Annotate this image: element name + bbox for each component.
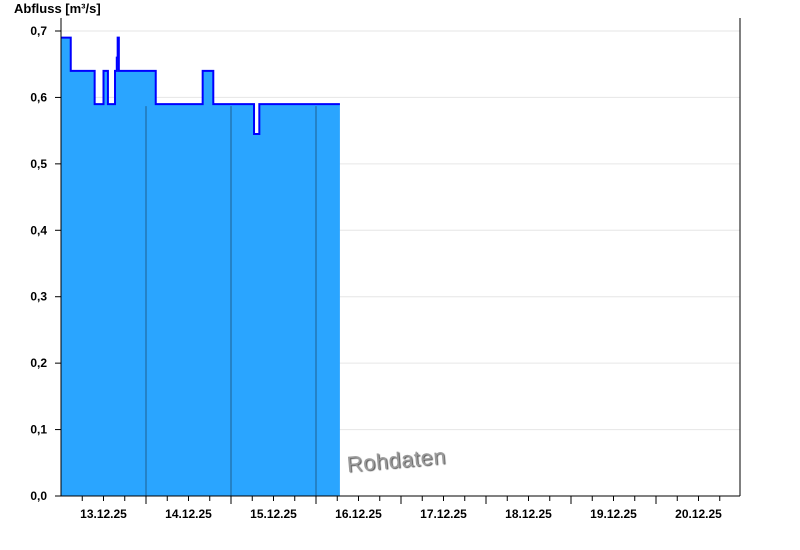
x-tick-label: 19.12.25 — [590, 507, 637, 521]
x-tick-label: 14.12.25 — [165, 507, 212, 521]
y-tick-label: 0,7 — [30, 24, 47, 38]
y-tick-label: 0,1 — [30, 423, 47, 437]
x-tick-label: 15.12.25 — [250, 507, 297, 521]
y-tick-label: 0,4 — [30, 223, 47, 237]
y-axis-label: Abfluss [m³/s] — [14, 1, 101, 16]
y-tick-label: 0,3 — [30, 290, 47, 304]
discharge-line — [61, 36, 340, 135]
x-tick-label: 17.12.25 — [420, 507, 467, 521]
x-tick-label: 18.12.25 — [505, 507, 552, 521]
x-tick-label: 13.12.25 — [80, 507, 127, 521]
y-tick-label: 0,6 — [30, 90, 47, 104]
x-tick-label: 16.12.25 — [335, 507, 382, 521]
y-tick-label: 0,2 — [30, 356, 47, 370]
x-tick-label: 20.12.25 — [675, 507, 722, 521]
y-tick-label: 0,5 — [30, 157, 47, 171]
y-tick-label: 0,0 — [30, 489, 47, 503]
discharge-area — [61, 37, 340, 497]
